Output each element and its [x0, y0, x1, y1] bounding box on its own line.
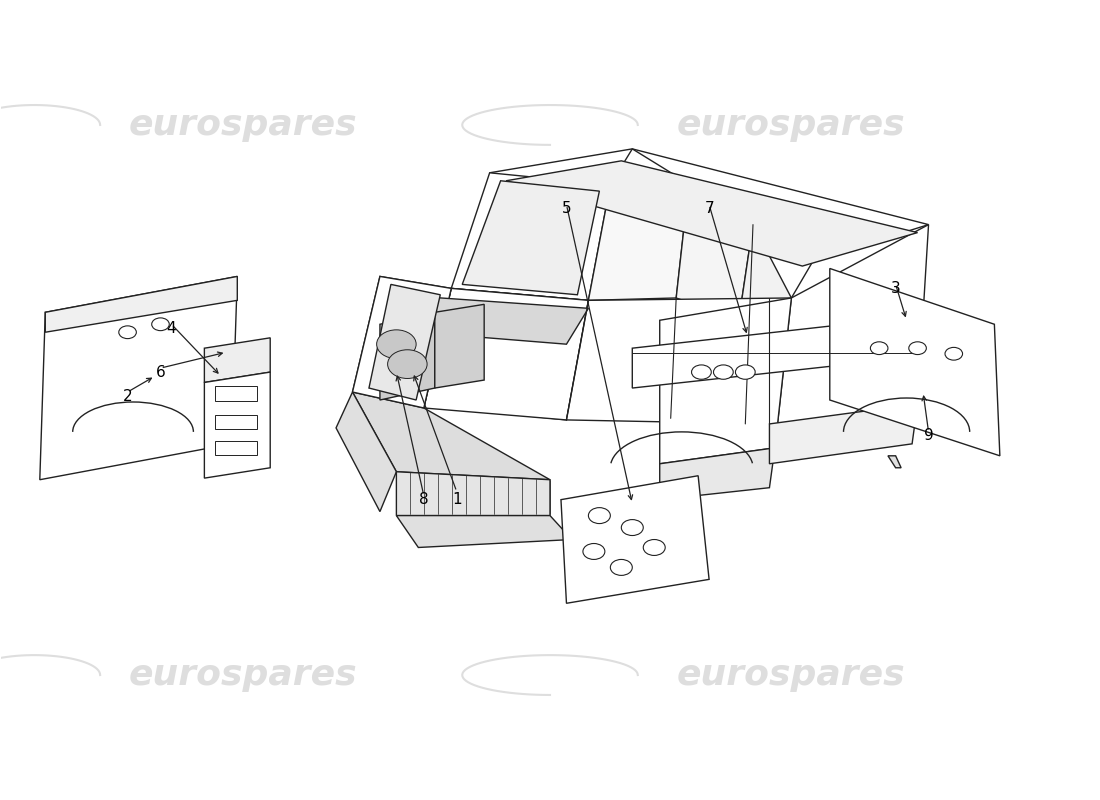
Polygon shape: [676, 199, 754, 320]
Text: 6: 6: [155, 365, 165, 379]
Circle shape: [621, 519, 643, 535]
Bar: [216, 386, 257, 401]
Polygon shape: [424, 288, 588, 420]
Circle shape: [583, 543, 605, 559]
Text: eurospares: eurospares: [678, 108, 905, 142]
Polygon shape: [379, 312, 434, 400]
Polygon shape: [660, 448, 774, 500]
Polygon shape: [632, 316, 923, 388]
Polygon shape: [368, 285, 440, 400]
Polygon shape: [451, 288, 588, 420]
Polygon shape: [352, 277, 451, 408]
Polygon shape: [462, 181, 600, 294]
Polygon shape: [739, 225, 791, 322]
Circle shape: [644, 539, 666, 555]
Circle shape: [909, 342, 926, 354]
Circle shape: [610, 559, 632, 575]
Circle shape: [945, 347, 962, 360]
Polygon shape: [396, 515, 572, 547]
Text: 4: 4: [166, 321, 176, 336]
Polygon shape: [336, 392, 396, 512]
Text: 2: 2: [123, 389, 132, 403]
Polygon shape: [490, 149, 928, 261]
Circle shape: [870, 342, 888, 354]
Polygon shape: [506, 161, 917, 266]
Text: 8: 8: [419, 492, 429, 507]
Polygon shape: [352, 277, 451, 408]
Polygon shape: [829, 269, 1000, 456]
Circle shape: [588, 508, 610, 523]
Circle shape: [714, 365, 734, 379]
Polygon shape: [588, 185, 688, 300]
Text: 3: 3: [891, 281, 901, 296]
Text: 9: 9: [924, 428, 934, 443]
Polygon shape: [396, 472, 550, 515]
Polygon shape: [610, 149, 813, 298]
Polygon shape: [566, 298, 791, 424]
Polygon shape: [45, 277, 238, 332]
Polygon shape: [434, 304, 484, 388]
Polygon shape: [774, 225, 928, 448]
Circle shape: [736, 365, 756, 379]
Text: eurospares: eurospares: [129, 658, 358, 692]
Circle shape: [692, 365, 712, 379]
Text: 7: 7: [704, 201, 714, 216]
Polygon shape: [352, 392, 550, 480]
Text: eurospares: eurospares: [678, 658, 905, 692]
Circle shape: [376, 330, 416, 358]
Polygon shape: [660, 298, 791, 464]
Circle shape: [152, 318, 169, 330]
Polygon shape: [561, 476, 710, 603]
Polygon shape: [418, 296, 588, 344]
Bar: [216, 415, 257, 430]
Polygon shape: [40, 277, 238, 480]
Polygon shape: [769, 404, 917, 464]
Circle shape: [387, 350, 427, 378]
Bar: [216, 441, 257, 455]
Text: 1: 1: [452, 492, 462, 507]
Circle shape: [119, 326, 136, 338]
Polygon shape: [451, 173, 611, 300]
Polygon shape: [205, 372, 271, 478]
Polygon shape: [205, 338, 271, 382]
Polygon shape: [888, 456, 901, 468]
Text: 5: 5: [562, 201, 571, 216]
Text: eurospares: eurospares: [129, 108, 358, 142]
